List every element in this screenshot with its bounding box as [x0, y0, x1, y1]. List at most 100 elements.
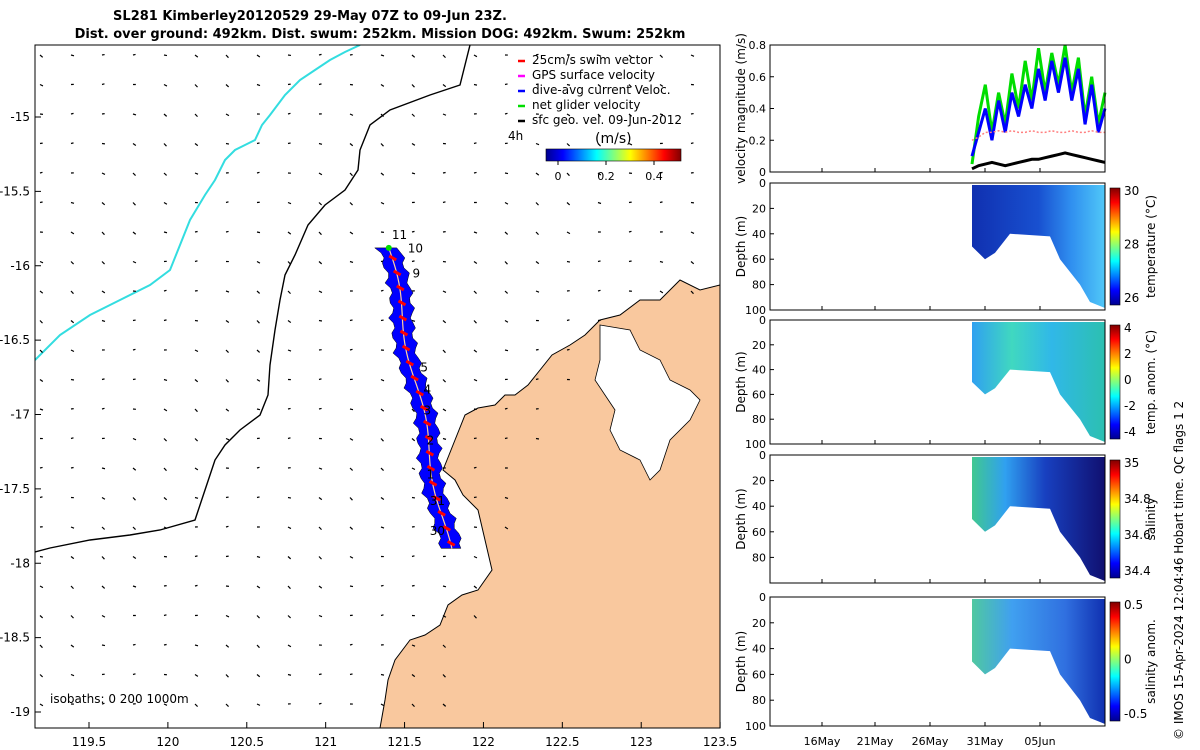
sfc-vector	[659, 260, 664, 263]
sfc-vector	[163, 467, 167, 472]
sfc-vector	[473, 261, 478, 264]
sfc-vector	[163, 201, 168, 205]
y-axis-label: velocity magnitude (m/s)	[734, 33, 748, 184]
sfc-vector	[380, 172, 385, 176]
sfc-vector	[256, 320, 260, 324]
sfc-vector	[132, 260, 137, 264]
day-label: 5	[420, 360, 428, 374]
sfc-vector	[349, 202, 353, 206]
sfc-vector	[194, 673, 199, 677]
panel-frame	[769, 319, 1106, 445]
sfc-vector	[287, 320, 292, 324]
sfc-vector	[318, 467, 323, 470]
colorbar-tick-label: -0.5	[1124, 707, 1147, 721]
legend-label: net glider velocity	[532, 98, 640, 112]
colorbar-label: salinity	[1144, 497, 1158, 540]
legend-label: dive-avg current Veloc.	[532, 83, 671, 97]
sfc-vector	[349, 231, 354, 235]
sfc-vector	[504, 526, 509, 530]
colorbar-label: salinity anom.	[1144, 619, 1158, 704]
sfc-vector	[225, 113, 230, 117]
y-tick-label: 100	[745, 438, 766, 451]
sfc-vector	[411, 230, 415, 233]
sfc-vector	[504, 496, 509, 500]
sfc-vector	[287, 437, 291, 440]
sfc-vector	[225, 437, 230, 441]
sfc-vector	[132, 673, 136, 676]
sfc-vector	[194, 379, 199, 383]
panel-1: 0 20 40 60 80 100 30 28 26 temperature (°C) Depth …	[734, 177, 1158, 317]
sfc-vector	[411, 84, 415, 88]
sfc-vector	[70, 142, 74, 145]
sfc-vector	[132, 556, 137, 559]
sfc-vector	[504, 83, 508, 86]
sfc-vector	[70, 585, 74, 590]
sfc-vector	[535, 378, 539, 381]
sfc-vector	[225, 703, 229, 707]
lon-tick-label: 120	[156, 735, 179, 749]
sfc-vector	[442, 54, 446, 59]
sfc-vector	[628, 113, 633, 117]
swim-vector	[399, 329, 409, 337]
colorbar-tick-label: 34.8	[1124, 492, 1151, 506]
lat-tick-label: -15	[10, 110, 30, 124]
sfc-vector	[535, 437, 540, 440]
sfc-vector	[101, 290, 106, 294]
sfc-vector	[318, 673, 322, 676]
sfc-vector	[380, 584, 384, 587]
day-label: 9	[412, 267, 420, 281]
sfc-vector	[256, 83, 261, 87]
day-label: 1	[427, 467, 435, 481]
sfc-vector	[504, 349, 509, 352]
sfc-vector	[163, 172, 168, 176]
sfc-vector	[504, 437, 508, 440]
sfc-vector	[194, 260, 198, 263]
sfc-vector	[225, 84, 230, 88]
map-axis-ticks: 119.5 120 120.5 121 121.5 122 122.5 123 123.5-15…	[0, 110, 737, 749]
sfc-vector	[163, 83, 168, 87]
y-tick-label: 40	[752, 500, 766, 513]
sfc-vector	[39, 555, 44, 558]
sfc-vector	[318, 497, 323, 501]
sfc-vector	[380, 408, 385, 412]
colorbar-tick-label: -2	[1124, 399, 1136, 413]
sfc-vector	[256, 290, 261, 294]
sfc-vector	[163, 143, 167, 147]
sfc-vector	[39, 320, 43, 324]
sfc-vector	[39, 615, 44, 619]
y-tick-label: 60	[752, 668, 766, 681]
sfc-vector	[194, 644, 199, 647]
sfc-vector	[442, 614, 447, 618]
credit-text: © IMOS 15-Apr-2024 12:04:46 Hobart time.…	[1172, 400, 1186, 740]
y-tick-label: 40	[752, 228, 766, 241]
sfc-vector	[39, 644, 43, 649]
sfc-vector	[442, 113, 447, 116]
swim-vector	[428, 479, 438, 487]
glider-track	[374, 244, 462, 549]
y-tick-label: 80	[752, 413, 766, 426]
sfc-vector	[597, 289, 601, 292]
sfc-vector	[535, 202, 539, 206]
sfc-vector	[318, 172, 323, 176]
sfc-vector	[256, 585, 261, 589]
day-label: 11	[392, 228, 407, 242]
sfc-vector	[194, 408, 198, 413]
sfc-vector	[287, 349, 292, 352]
swim-vector	[419, 404, 429, 412]
sfc-vector	[473, 171, 477, 174]
sfc-vector	[442, 320, 447, 324]
sfc-vector	[194, 467, 199, 471]
sfc-vector	[256, 54, 261, 58]
sfc-vector	[163, 497, 168, 501]
sfc-vector	[659, 201, 663, 204]
lon-tick-label: 121.5	[387, 735, 421, 749]
y-tick-label: 100	[745, 304, 766, 317]
sfc-vector	[380, 84, 385, 87]
isobath-1000m	[35, 45, 361, 361]
sfc-vector	[442, 408, 447, 412]
sfc-vector	[473, 320, 477, 324]
sfc-vector	[225, 644, 230, 648]
sfc-vector	[442, 379, 446, 383]
sfc-vector	[132, 585, 137, 588]
panel-frame	[769, 44, 1106, 173]
